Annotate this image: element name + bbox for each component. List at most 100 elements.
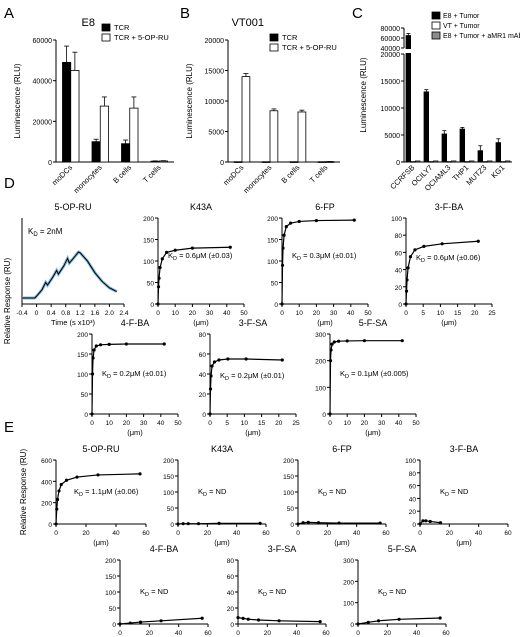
chart-e-3-f-ba-point xyxy=(418,522,422,526)
chart-e-3-f-ba-x-tick-label: 60 xyxy=(504,530,512,537)
chart-d-3-f-ba-x-tick-label: 25 xyxy=(488,310,496,317)
chart-e-6-fp-point xyxy=(316,521,321,525)
chart-d-5-f-sa-x-tick-label: 30 xyxy=(378,420,386,427)
chart-e-6-fp-point xyxy=(306,520,310,525)
chart-e-5-op-ru-point xyxy=(96,473,100,477)
chart-c-bar xyxy=(459,128,466,163)
chart-e-6-fp-x-tick-label: 60 xyxy=(382,530,390,537)
chart-e-k43a-point xyxy=(217,521,221,525)
chart-b-y-tick-label: 15000 xyxy=(205,69,225,76)
chart-d-4-f-ba-y-tick-label: 200 xyxy=(77,332,88,339)
chart-e-3-f-sa-x-tick-label: 20 xyxy=(264,630,272,637)
chart-e-k43a-kd-label: KD = ND xyxy=(198,487,227,498)
chart-d-3-f-sa-x-tick-label: 15 xyxy=(258,420,266,427)
chart-d-k43a-x-tick-label: 0 xyxy=(156,310,160,317)
chart-e-6-fp-point xyxy=(378,521,382,525)
chart-d-3-f-ba-point xyxy=(406,266,410,270)
chart-d-k43a-point xyxy=(190,246,194,250)
chart-c-bar xyxy=(423,91,430,163)
chart-d-3-f-sa-x-tick-label: 10 xyxy=(241,420,249,427)
chart-d-3-f-ba-point xyxy=(404,302,408,306)
chart-d-5-f-sa-x-tick-label: 20 xyxy=(361,420,369,427)
chart-c-y-tick-label: 0 xyxy=(396,160,400,167)
chart-d-3-f-ba-x-tick-label: 0 xyxy=(404,310,408,317)
chart-e-4-f-ba-point xyxy=(159,619,163,623)
chart-c-bar xyxy=(468,160,475,163)
chart-d-4-f-ba-title: 4-F-BA xyxy=(121,318,150,328)
chart-d-3-f-sa-y-tick-label: 60 xyxy=(199,352,207,359)
chart-e-5-f-sa-y-tick-label: 100 xyxy=(343,601,354,608)
panel-letter-a: A xyxy=(4,5,14,22)
chart-e-3-f-sa-x-tick-label: 60 xyxy=(322,630,330,637)
chart-d-5opru-x-label: Time (s x10³) xyxy=(51,318,95,327)
chart-d-3-f-sa-point xyxy=(212,360,217,364)
chart-b-bar xyxy=(241,76,251,163)
chart-d-k43a-point xyxy=(228,245,232,249)
chart-d-4-f-ba-y-tick-label: 0 xyxy=(84,412,88,419)
chart-d-k43a-point xyxy=(158,265,162,270)
chart-a-bar xyxy=(158,160,168,163)
chart-d-6-fp-point xyxy=(281,246,285,250)
chart-c-x-tick-label: KG1 xyxy=(489,163,506,180)
chart-d-5opru-title: 5-OP-RU xyxy=(54,202,91,212)
chart-d-3-f-ba-y-tick-label: 80 xyxy=(395,233,403,240)
chart-d-3-f-sa-point xyxy=(280,358,284,362)
chart-e-3-f-ba-x-tick-label: 0 xyxy=(418,530,422,537)
chart-e-4-f-ba-point xyxy=(200,616,204,620)
chart-d-k43a-x-tick-label: 30 xyxy=(206,310,214,317)
chart-d-3-f-sa-x-tick-label: 0 xyxy=(208,420,212,427)
chart-d-5opru-x-tick-label: 0.8 xyxy=(61,310,70,317)
chart-b-legend-swatch xyxy=(269,33,279,42)
chart-d-3-f-sa-point xyxy=(208,412,212,416)
chart-d-6-fp-x-tick-label: 50 xyxy=(364,310,372,317)
chart-d-6-fp-x-tick-label: 30 xyxy=(330,310,338,317)
chart-d-k43a-y-tick-label: 150 xyxy=(143,238,154,245)
chart-a-y-tick-label: 40000 xyxy=(33,79,53,86)
chart-a-x-tick-label: moDCs xyxy=(50,163,74,187)
chart-d-6-fp-point xyxy=(352,218,356,222)
chart-d-5-f-sa-y-tick-label: 0 xyxy=(322,412,326,419)
chart-e-3-f-ba-y-tick-label: 20 xyxy=(409,509,417,516)
chart-c-x-tick-label: MUTZ3 xyxy=(464,163,488,187)
chart-c-legend-swatch xyxy=(431,21,441,30)
chart-d-4-f-ba-kd-label: KD = 0.2μM (±0.01) xyxy=(102,369,167,380)
chart-d-4-f-ba-fit-line xyxy=(91,343,165,415)
chart-a-bar xyxy=(91,141,101,163)
chart-d-3-f-ba-point xyxy=(404,289,409,293)
chart-c-y-tick-label: 10000 xyxy=(381,106,401,113)
chart-e-3-f-sa-y-tick-label: 0 xyxy=(230,622,234,629)
chart-e-3-f-sa-y-tick-label: 60 xyxy=(227,574,235,581)
chart-d-5-f-sa-x-tick-label: 40 xyxy=(395,420,403,427)
chart-e-4-f-ba-x-tick-label: 20 xyxy=(146,630,154,637)
chart-d-6-fp-fit-line xyxy=(281,219,355,305)
chart-d-k43a-x-tick-label: 40 xyxy=(223,310,231,317)
chart-d-6-fp-point xyxy=(284,225,288,229)
chart-e-4-f-ba-kd-label: KD = ND xyxy=(140,587,169,598)
chart-e-3-f-ba-point xyxy=(424,519,428,523)
chart-d-5-f-sa-x-tick-label: 10 xyxy=(344,420,352,427)
chart-d-3-f-ba-y-tick-label: 0 xyxy=(398,302,402,309)
chart-d-5opru-x-tick-label: 2.4 xyxy=(119,310,128,317)
chart-d-3-f-ba-x-label: (μm) xyxy=(441,318,457,327)
chart-d-5-f-sa-point xyxy=(332,340,336,344)
chart-d-k43a-point xyxy=(160,257,164,261)
chart-c-bar xyxy=(414,160,421,163)
chart-c-bar xyxy=(486,160,493,163)
chart-e-3-f-sa-y-tick-label: 20 xyxy=(227,606,235,613)
chart-d-5-f-sa-kd-label: KD = 0.1μM (±0.005) xyxy=(340,369,409,380)
chart-d-3-f-sa-point xyxy=(210,364,214,368)
chart-d-3-f-sa-y-tick-label: 80 xyxy=(199,332,207,339)
chart-d-3-f-ba-x-tick-label: 20 xyxy=(471,310,479,317)
chart-e-5-op-ru-point xyxy=(59,482,63,487)
chart-c-bar xyxy=(405,35,412,163)
panel-letter-d: D xyxy=(4,175,15,192)
chart-d-3-f-ba-x-tick-label: 15 xyxy=(454,310,462,317)
chart-a-y-tick-label: 20000 xyxy=(33,119,53,126)
chart-d-5-f-sa-point xyxy=(329,348,333,352)
chart-b-bar xyxy=(289,161,299,163)
chart-e-5-op-ru-y-tick-label: 0 xyxy=(48,522,52,529)
chart-e-5-op-ru-point xyxy=(75,475,79,479)
chart-e-5-op-ru-point xyxy=(55,507,59,511)
chart-e-k43a-point xyxy=(186,522,190,526)
chart-d-4-f-ba-point xyxy=(92,348,96,352)
